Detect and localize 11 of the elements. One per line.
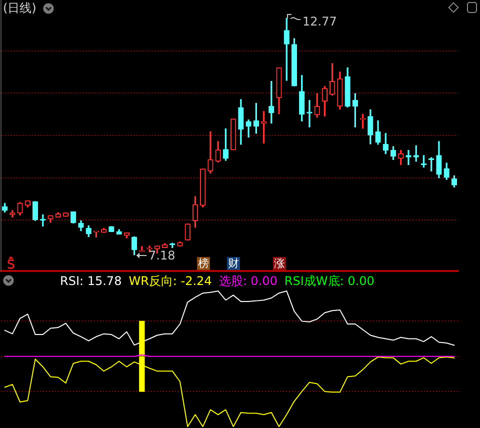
chart-title: (日线)	[3, 1, 36, 15]
annotation: 7.18	[148, 248, 176, 263]
annotation: 榜	[197, 257, 210, 270]
annotation: 涨	[273, 257, 286, 270]
text: RSI: 15.78	[60, 274, 122, 288]
annotation: 12.77	[302, 14, 337, 29]
legend-label: RSI成W底: 0.00	[284, 274, 374, 288]
text: 选股: 0.00	[218, 274, 278, 288]
annotation: 财	[227, 257, 240, 270]
candlestick	[306, 100, 312, 128]
text: WR反向: -2.24	[128, 274, 212, 288]
